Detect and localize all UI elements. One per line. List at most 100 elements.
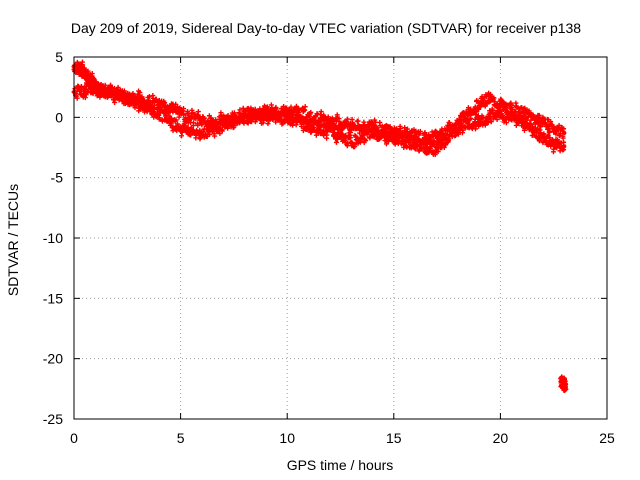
data-point-marker xyxy=(188,125,194,131)
data-point-marker xyxy=(318,109,324,115)
data-point-marker xyxy=(333,139,339,145)
data-point-marker xyxy=(520,116,526,122)
y-tick-label: -15 xyxy=(43,290,63,306)
data-point-marker xyxy=(467,117,473,123)
data-point-marker xyxy=(381,125,387,131)
data-point-marker xyxy=(268,102,274,108)
data-point-marker xyxy=(181,111,187,117)
data-point-marker xyxy=(147,99,153,105)
data-point-marker xyxy=(325,114,331,120)
data-point-marker xyxy=(334,112,340,118)
data-point-marker xyxy=(503,120,509,126)
data-point-marker xyxy=(397,123,403,129)
data-point-marker xyxy=(273,105,279,111)
data-point-marker xyxy=(312,118,318,124)
data-point-marker xyxy=(360,125,366,131)
data-point-marker xyxy=(561,143,567,149)
data-point-marker xyxy=(195,109,201,115)
data-point-marker xyxy=(560,128,566,134)
data-point-marker xyxy=(150,93,156,99)
data-point-marker xyxy=(334,136,340,142)
y-tick-label: 0 xyxy=(55,109,63,125)
data-point-marker xyxy=(304,117,310,123)
data-point-marker xyxy=(545,132,551,138)
data-point-marker xyxy=(314,111,320,117)
data-point-marker xyxy=(329,123,335,129)
data-point-marker xyxy=(130,90,136,96)
data-point-marker xyxy=(232,114,238,120)
data-point-marker xyxy=(336,116,342,122)
data-point-marker xyxy=(352,144,358,150)
data-point-marker xyxy=(513,103,519,109)
data-point-marker xyxy=(524,117,530,123)
data-point-marker xyxy=(422,130,428,136)
data-point-marker xyxy=(115,89,121,95)
data-point-marker xyxy=(138,103,144,109)
data-point-marker xyxy=(104,92,110,98)
data-point-marker xyxy=(225,125,231,131)
data-point-marker xyxy=(140,98,146,104)
data-point-marker xyxy=(473,126,479,132)
data-point-marker xyxy=(433,128,439,134)
data-point-marker xyxy=(546,129,552,135)
x-tick-label: 0 xyxy=(70,430,78,446)
data-point-marker xyxy=(491,97,497,103)
data-point-marker xyxy=(172,118,178,124)
data-point-marker xyxy=(273,119,279,125)
data-point-marker xyxy=(459,122,465,128)
y-tick-label: -20 xyxy=(43,351,63,367)
data-point-marker xyxy=(217,131,223,137)
data-point-marker xyxy=(527,121,533,127)
data-point-marker xyxy=(324,135,330,141)
data-point-marker xyxy=(307,111,313,117)
data-point-marker xyxy=(404,132,410,138)
data-point-marker xyxy=(417,128,423,134)
data-point-marker xyxy=(181,106,187,112)
y-axis-label: SDTVAR / TECUs xyxy=(5,184,21,296)
data-point-marker xyxy=(368,119,374,125)
data-point-marker xyxy=(303,116,309,122)
data-point-marker xyxy=(250,108,256,114)
data-point-marker xyxy=(536,138,542,144)
series-lower-track xyxy=(71,81,567,158)
data-point-marker xyxy=(248,105,254,111)
data-point-marker xyxy=(483,101,489,107)
data-point-marker xyxy=(78,88,84,94)
data-point-marker xyxy=(115,84,121,90)
data-point-marker xyxy=(431,142,437,148)
data-point-marker xyxy=(215,122,221,128)
data-point-marker xyxy=(281,119,287,125)
data-point-marker xyxy=(265,121,271,127)
data-point-marker xyxy=(402,125,408,131)
y-tick-label: -5 xyxy=(51,170,64,186)
data-point-marker xyxy=(373,124,379,130)
data-point-marker xyxy=(535,126,541,132)
data-point-marker xyxy=(545,116,551,122)
data-point-marker xyxy=(486,114,492,120)
data-point-marker xyxy=(417,140,423,146)
data-point-marker xyxy=(212,133,218,139)
data-point-marker xyxy=(237,120,243,126)
data-point-marker xyxy=(206,128,212,134)
data-point-marker xyxy=(94,93,100,99)
data-point-marker xyxy=(136,100,142,106)
data-point-marker xyxy=(498,97,504,103)
data-point-marker xyxy=(82,95,88,101)
data-point-marker xyxy=(231,110,237,116)
data-point-marker xyxy=(349,116,355,122)
data-point-marker xyxy=(162,100,168,106)
data-point-marker xyxy=(362,136,368,142)
chart-title: Day 209 of 2019, Sidereal Day-to-day VTE… xyxy=(71,20,581,36)
data-point-marker xyxy=(381,132,387,138)
data-point-marker xyxy=(283,105,289,111)
data-point-marker xyxy=(538,124,544,130)
data-point-marker xyxy=(561,383,567,389)
data-point-marker xyxy=(240,119,246,125)
data-point-marker xyxy=(550,149,556,155)
x-axis-label: GPS time / hours xyxy=(287,457,394,473)
data-point-marker xyxy=(494,117,500,123)
data-point-marker xyxy=(121,94,127,100)
data-point-marker xyxy=(345,116,351,122)
data-point-marker xyxy=(488,117,494,123)
